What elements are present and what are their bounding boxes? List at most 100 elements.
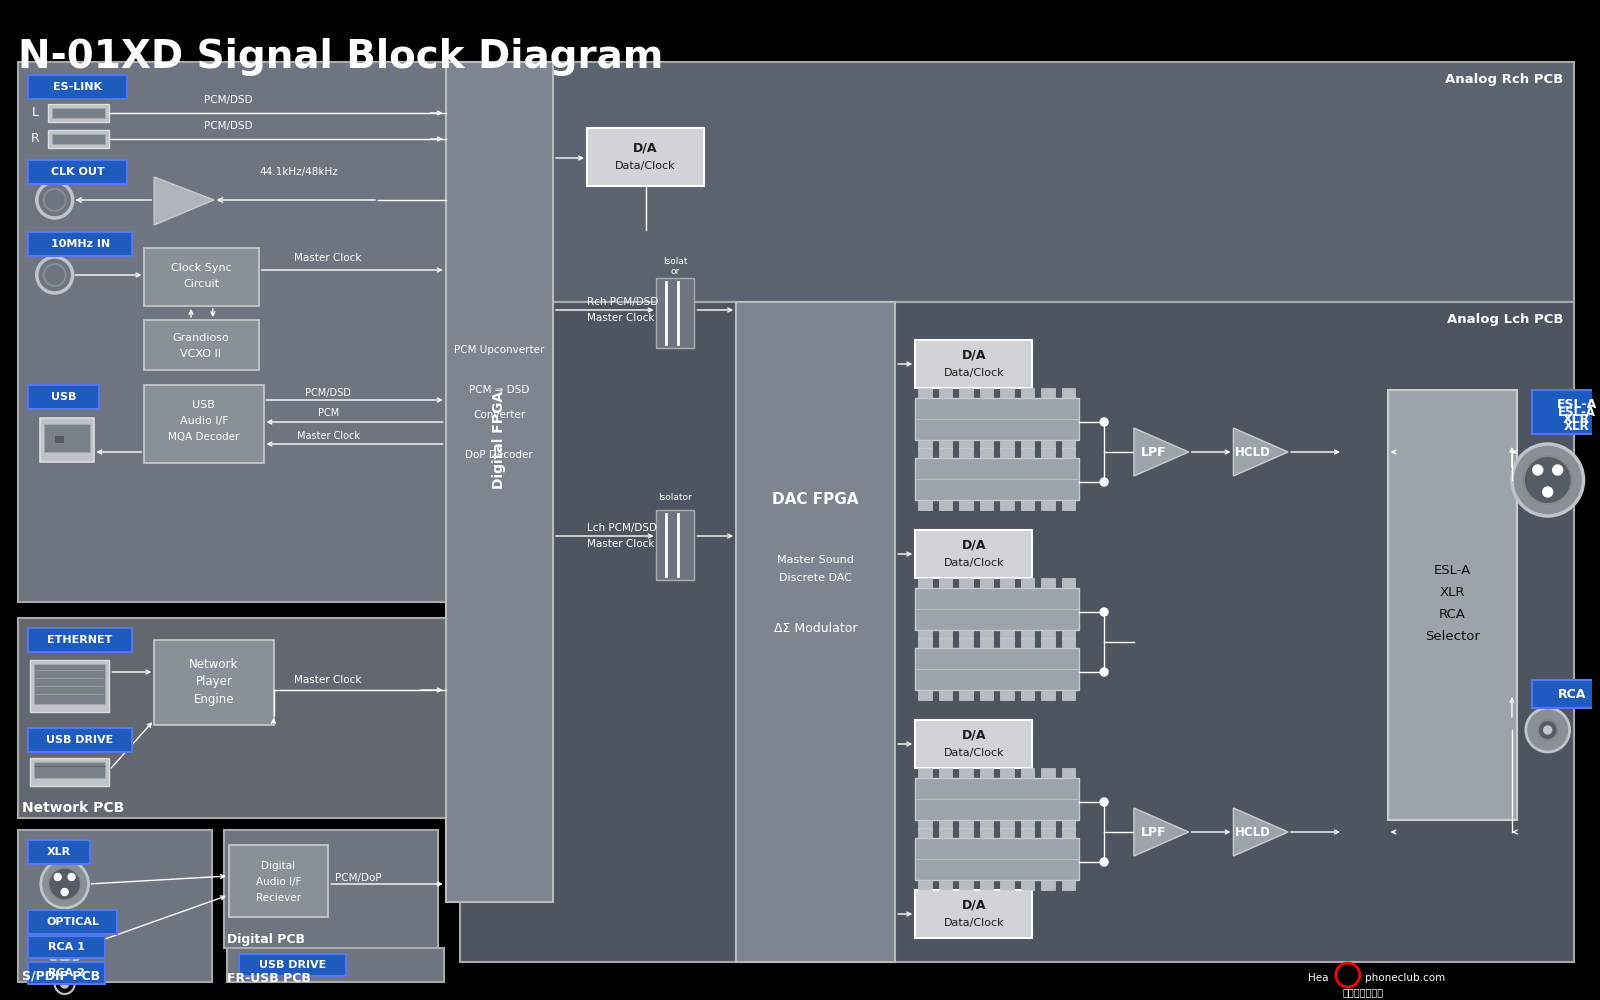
Text: PCM ⇒ DSD: PCM ⇒ DSD [469,385,530,395]
Circle shape [1544,726,1552,734]
Text: Grandioso: Grandioso [173,333,229,343]
Bar [1021,500,1034,510]
Text: D/A: D/A [962,728,986,742]
Bar [1062,578,1075,588]
Bar [27,962,106,984]
Polygon shape [1234,428,1288,476]
Bar [1000,690,1013,700]
Text: Lch PCM/DSD: Lch PCM/DSD [587,523,658,533]
Text: R: R [30,131,38,144]
Bar [979,828,994,838]
Bar [918,638,931,648]
Text: Master Sound: Master Sound [778,555,854,565]
Bar [144,248,259,306]
Bar [229,845,328,917]
Text: Engine: Engine [194,692,234,706]
Text: Discrete DAC: Discrete DAC [779,573,853,583]
Bar [51,134,106,144]
Bar [224,830,438,948]
Bar [27,728,133,752]
Bar [915,458,1080,500]
Bar [960,768,973,778]
Bar [48,104,109,122]
Text: LPF: LPF [1141,446,1166,458]
Bar [915,398,1080,440]
Bar [979,638,994,648]
Bar [918,630,931,640]
Bar [18,618,446,818]
Polygon shape [1234,808,1288,856]
Circle shape [1523,456,1571,504]
Bar [587,128,704,186]
Bar [939,500,952,510]
Text: Master Clock: Master Clock [294,253,362,263]
Text: LPF: LPF [1141,826,1166,838]
Text: D/A: D/A [962,898,986,912]
Text: DoP Decoder: DoP Decoder [466,450,533,460]
Bar [918,880,931,890]
Bar [960,388,973,398]
Bar [915,720,1032,768]
Text: DAC FPGA: DAC FPGA [773,492,859,508]
Bar [915,340,1032,388]
Bar [34,762,106,778]
Bar [18,830,211,982]
Text: FR-USB PCB: FR-USB PCB [227,972,310,984]
Bar [27,840,90,864]
Bar [1042,448,1054,458]
Bar [960,500,973,510]
Bar [979,880,994,890]
Bar [144,385,264,463]
Bar [51,108,106,118]
Text: Digital: Digital [261,861,296,871]
Bar [979,440,994,450]
Circle shape [54,874,61,880]
Bar [446,62,554,902]
Text: Audio I/F: Audio I/F [256,877,301,887]
Text: S/PDIF PCB: S/PDIF PCB [22,970,101,982]
Bar [939,690,952,700]
Text: Hea: Hea [1309,973,1328,983]
Text: VCXO II: VCXO II [181,349,221,359]
Text: Reciever: Reciever [256,893,301,903]
Text: Data/Clock: Data/Clock [944,748,1005,758]
Text: or: or [670,267,680,276]
Text: Master Clock: Master Clock [294,675,362,685]
Bar [1021,388,1034,398]
Circle shape [1101,798,1109,806]
Text: Isolat: Isolat [662,257,688,266]
Bar [1021,440,1034,450]
Text: USB DRIVE: USB DRIVE [259,960,326,970]
Bar [1000,578,1013,588]
Bar [939,880,952,890]
Bar [18,62,446,602]
Bar [30,660,109,712]
Bar [960,828,973,838]
Circle shape [1538,720,1558,740]
Bar [1531,390,1600,434]
Bar [1062,768,1075,778]
Text: Clock Sync: Clock Sync [171,263,232,273]
Bar [48,130,109,148]
Bar [1042,630,1054,640]
Bar [656,278,694,348]
Text: ΔΣ Modulator: ΔΣ Modulator [774,621,858,635]
Bar [960,880,973,890]
Text: MQA Decoder: MQA Decoder [168,432,240,442]
Bar [1000,500,1013,510]
Bar [656,510,694,580]
Polygon shape [154,177,214,225]
Bar [960,638,973,648]
Polygon shape [1134,808,1189,856]
Text: USB: USB [51,392,77,402]
Text: 10MHz IN: 10MHz IN [51,239,110,249]
Bar [1531,680,1600,708]
Text: D/A: D/A [634,141,658,154]
Bar [736,302,896,962]
Text: Circuit: Circuit [182,279,219,289]
Text: 耳机信乐部论坛: 耳机信乐部论坛 [1342,987,1384,997]
Text: RCA: RCA [1438,607,1466,620]
Text: HCLD: HCLD [1235,446,1272,458]
Bar [979,768,994,778]
Circle shape [46,929,83,965]
